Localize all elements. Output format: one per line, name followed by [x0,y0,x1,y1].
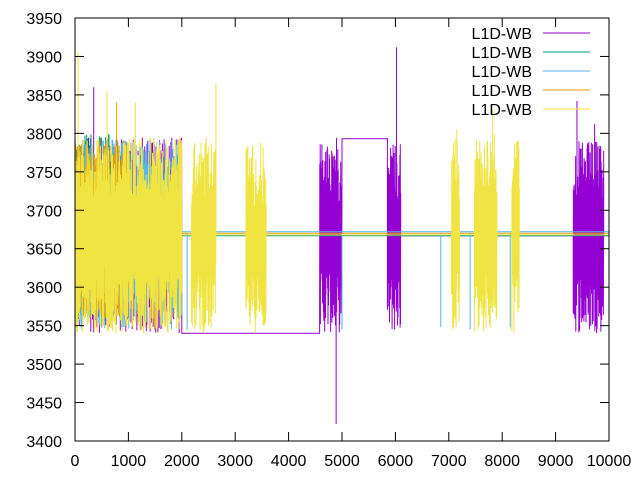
y-axis: 3400 3450 3500 3550 3600 3650 3700 3750 3800 3850… [26,11,609,451]
y-tick-label: 3700 [26,203,62,220]
plot-lines [74,47,609,425]
x-tick-label: 1000 [111,453,147,470]
x-axis: 0 1000 2000 3000 4000 5000 6000 7000 8000 9000 100… [71,18,632,470]
x-tick-label: 2000 [164,453,200,470]
x-tick-label: 3000 [217,453,253,470]
x-tick-label: 6000 [378,453,414,470]
y-tick-label: 3950 [26,11,62,28]
legend-label-2: L1D-WB [472,45,532,62]
y-tick-label: 3550 [26,319,62,336]
y-tick-label: 3850 [26,88,62,105]
y-tick-label: 3900 [26,49,62,66]
legend-label-3: L1D-WB [472,64,532,81]
y-tick-label: 3450 [26,396,62,413]
legend: L1D-WB L1D-WB L1D-WB L1D-WB L1D-WB [472,26,590,119]
y-tick-label: 3600 [26,280,62,297]
x-tick-label: 0 [71,453,80,470]
y-tick-label: 3650 [26,242,62,259]
x-tick-label: 10000 [587,453,632,470]
legend-label-5: L1D-WB [472,102,532,119]
x-tick-label: 9000 [538,453,574,470]
legend-label-1: L1D-WB [472,26,532,43]
x-tick-label: 5000 [324,453,360,470]
x-tick-label: 4000 [271,453,307,470]
y-tick-label: 3750 [26,165,62,182]
y-tick-label: 3500 [26,357,62,374]
x-tick-label: 8000 [484,453,520,470]
y-tick-label: 3800 [26,126,62,143]
y-tick-label: 3400 [26,434,62,451]
x-tick-label: 7000 [431,453,467,470]
legend-label-4: L1D-WB [472,83,532,100]
